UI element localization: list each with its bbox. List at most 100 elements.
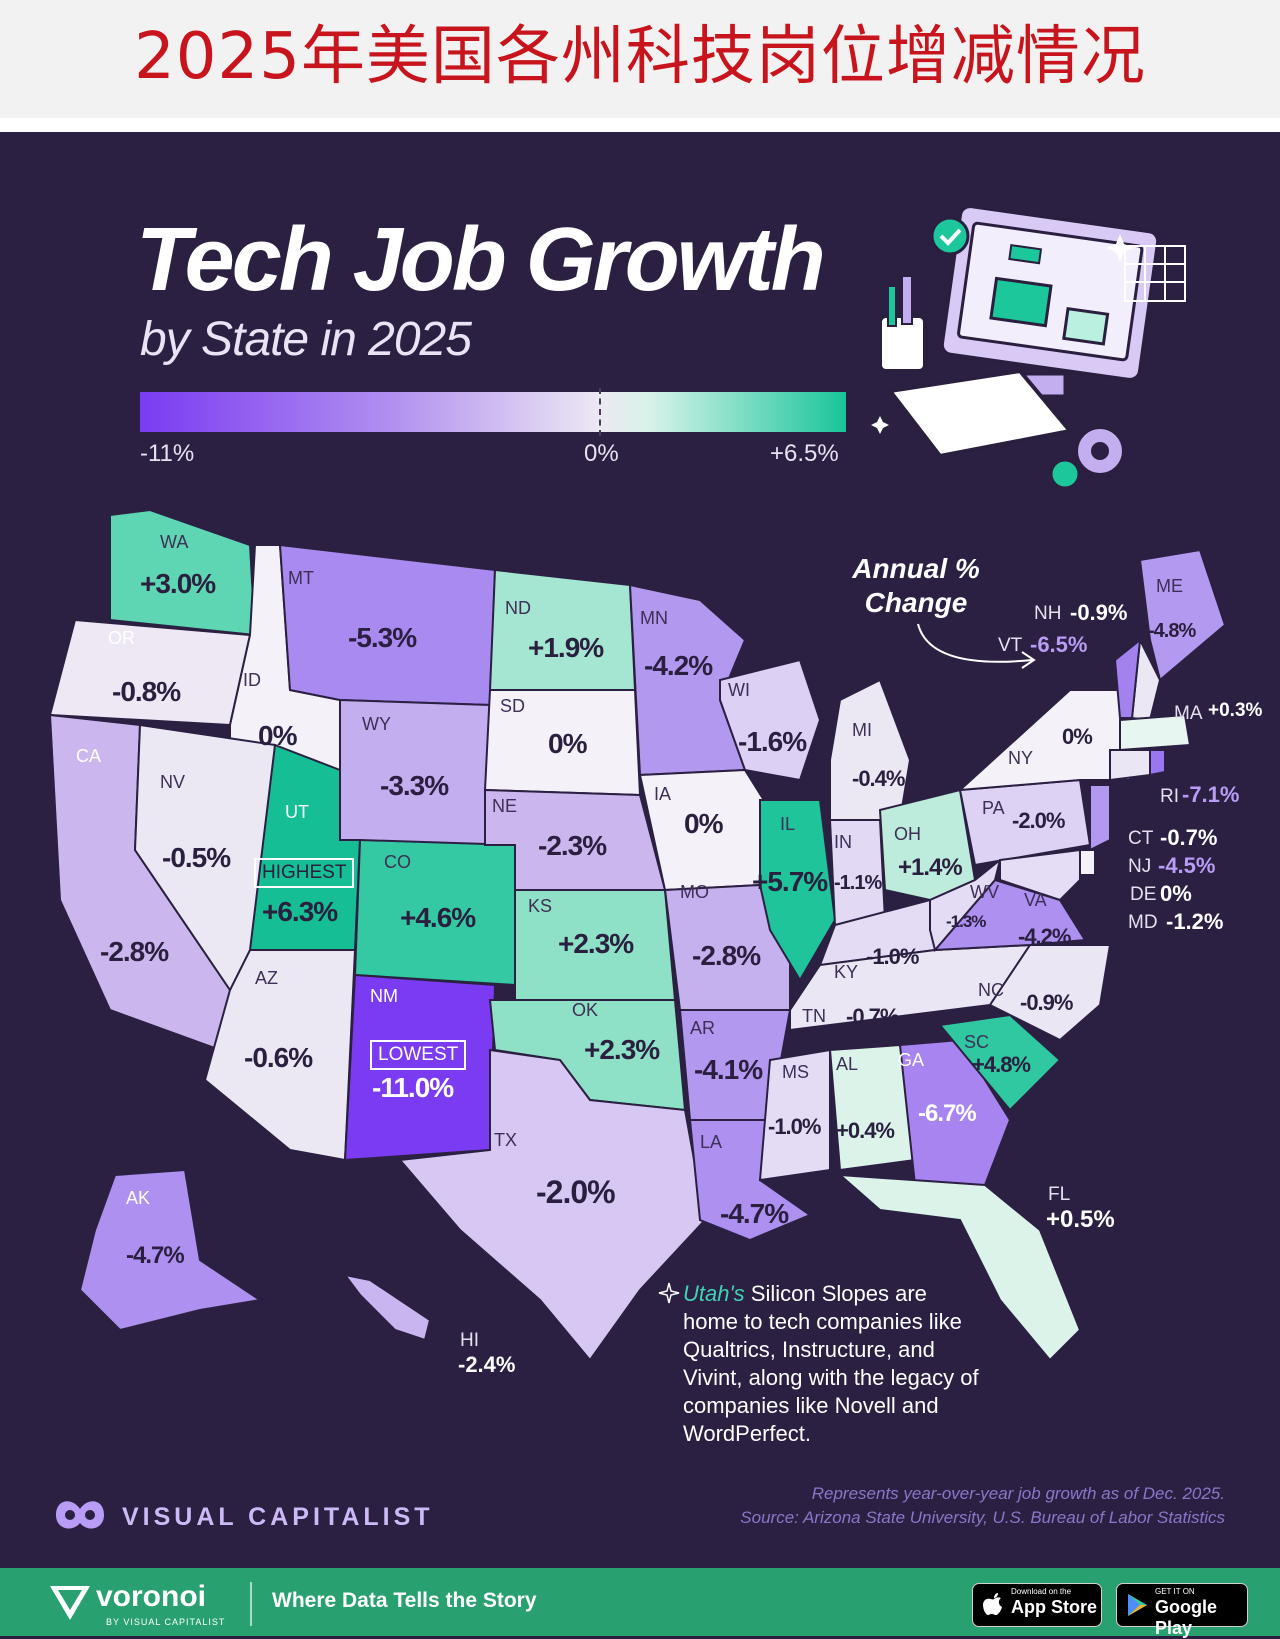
- label-KY: KY: [834, 962, 859, 982]
- label-WA: WA: [160, 532, 189, 552]
- state-ME: [1138, 548, 1227, 682]
- value-AL: +0.4%: [836, 1118, 895, 1143]
- label-MT: MT: [288, 568, 314, 588]
- state-OH: [878, 788, 977, 902]
- label-FL: FL: [1048, 1184, 1071, 1205]
- value-ID: 0%: [258, 720, 297, 751]
- legend-max-label: +6.5%: [770, 440, 839, 467]
- value-WA: +3.0%: [140, 568, 216, 599]
- label-CO: CO: [384, 852, 411, 872]
- utah-note-text: Silicon Slopes are home to tech companie…: [683, 1281, 979, 1446]
- label-VA: VA: [1024, 890, 1047, 910]
- gear-icon: [1049, 425, 1126, 490]
- value-ND: +1.9%: [528, 632, 604, 663]
- label-NM: NM: [370, 986, 398, 1006]
- highest-tag: HIGHEST: [254, 858, 355, 888]
- label-OK: OK: [572, 1000, 599, 1020]
- voronoi-logo-text[interactable]: voronoi: [96, 1580, 206, 1613]
- state-SC: [938, 1013, 1062, 1112]
- value-IN: -1.1%: [834, 872, 882, 894]
- label-AK: AK: [126, 1188, 151, 1208]
- label-GA: GA: [898, 1050, 925, 1070]
- utah-note-highlight: Utah's: [683, 1281, 745, 1306]
- label-DE: DE: [1130, 884, 1157, 905]
- label-ME: ME: [1156, 576, 1183, 596]
- source-note-line2: Source: Arizona State University, U.S. B…: [740, 1508, 1225, 1527]
- label-MO: MO: [680, 882, 709, 902]
- label-NH: NH: [1034, 603, 1062, 624]
- value-OH: +1.4%: [898, 854, 963, 881]
- pencil-cup-icon: [878, 275, 927, 373]
- chinese-title-banner: 2025年美国各州科技岗位增减情况: [0, 0, 1280, 118]
- app-store-small-text: Download on the: [1011, 1587, 1072, 1596]
- google-play-big-text: Google Play: [1155, 1597, 1217, 1638]
- value-MA: +0.3%: [1208, 700, 1263, 721]
- value-LA: -4.7%: [720, 1198, 789, 1229]
- value-KY: -1.0%: [866, 944, 919, 969]
- label-NE: NE: [492, 796, 518, 816]
- value-MO: -2.8%: [692, 940, 761, 971]
- google-play-button[interactable]: GET IT ON Google Play: [1116, 1583, 1248, 1638]
- visual-capitalist-logo-icon: [56, 1501, 104, 1529]
- value-MS: -1.0%: [768, 1114, 821, 1139]
- state-TX: [398, 1048, 707, 1362]
- source-note-line1: Represents year-over-year job growth as …: [811, 1484, 1225, 1503]
- voronoi-logo-icon: [50, 1586, 90, 1620]
- state-OR: [48, 618, 252, 727]
- value-NV: -0.5%: [162, 842, 231, 873]
- label-AR: AR: [690, 1018, 716, 1038]
- label-SD: SD: [500, 696, 526, 716]
- label-VT: VT: [998, 635, 1023, 656]
- label-WI: WI: [728, 680, 750, 700]
- label-OH: OH: [894, 824, 921, 844]
- state-MI: [829, 678, 912, 821]
- state-IL: [759, 799, 837, 982]
- value-AK: -4.7%: [126, 1242, 185, 1269]
- value-MD: -1.2%: [1166, 909, 1224, 934]
- value-ME: -4.8%: [1148, 620, 1196, 642]
- value-DE: 0%: [1160, 881, 1192, 906]
- state-WI: [719, 658, 822, 782]
- sparkle-note-icon: [658, 1282, 680, 1304]
- checkmark-badge-icon: [930, 216, 970, 256]
- value-NM: -11.0%: [372, 1072, 454, 1103]
- value-SD: 0%: [548, 728, 587, 759]
- value-KS: +2.3%: [558, 928, 634, 959]
- value-NJ: -4.5%: [1158, 853, 1216, 878]
- google-play-icon: [1128, 1594, 1147, 1616]
- label-TX: TX: [494, 1130, 518, 1150]
- value-RI: -7.1%: [1182, 782, 1240, 807]
- label-MD: MD: [1128, 912, 1158, 933]
- voronoi-byline: BY VISUAL CAPITALIST: [106, 1617, 226, 1627]
- value-MI: -0.4%: [852, 766, 905, 791]
- value-HI: -2.4%: [458, 1352, 516, 1377]
- apple-icon: [983, 1593, 1002, 1615]
- keyboard-icon: [886, 368, 1074, 459]
- chinese-title: 2025年美国各州科技岗位增减情况: [134, 20, 1146, 94]
- state-AK: [78, 1168, 263, 1332]
- state-MD: [999, 848, 1081, 902]
- value-NH: -0.9%: [1070, 600, 1128, 625]
- label-WY: WY: [362, 714, 391, 734]
- footer-tagline: Where Data Tells the Story: [272, 1589, 537, 1612]
- label-CT: CT: [1128, 828, 1154, 849]
- state-FL: [837, 1173, 1082, 1362]
- annual-change-label: Annual % Change: [852, 553, 980, 618]
- label-IA: IA: [654, 784, 672, 804]
- label-SC: SC: [964, 1032, 990, 1052]
- state-VT: [1113, 637, 1142, 719]
- value-CA: -2.8%: [100, 936, 169, 967]
- label-MN: MN: [640, 608, 668, 628]
- label-MA: MA: [1174, 703, 1203, 724]
- google-play-small-text: GET IT ON: [1155, 1587, 1195, 1596]
- subtitle: by State in 2025: [140, 313, 472, 366]
- value-FL: +0.5%: [1046, 1206, 1115, 1233]
- label-RI: RI: [1160, 786, 1179, 807]
- label-AZ: AZ: [255, 968, 279, 988]
- value-NC: -0.9%: [1020, 990, 1073, 1015]
- value-SC: +4.8%: [972, 1052, 1031, 1077]
- label-KS: KS: [528, 896, 553, 916]
- app-store-button[interactable]: Download on the App Store: [972, 1583, 1102, 1627]
- grid-decoration-icon: [1124, 245, 1186, 302]
- label-MS: MS: [782, 1062, 809, 1082]
